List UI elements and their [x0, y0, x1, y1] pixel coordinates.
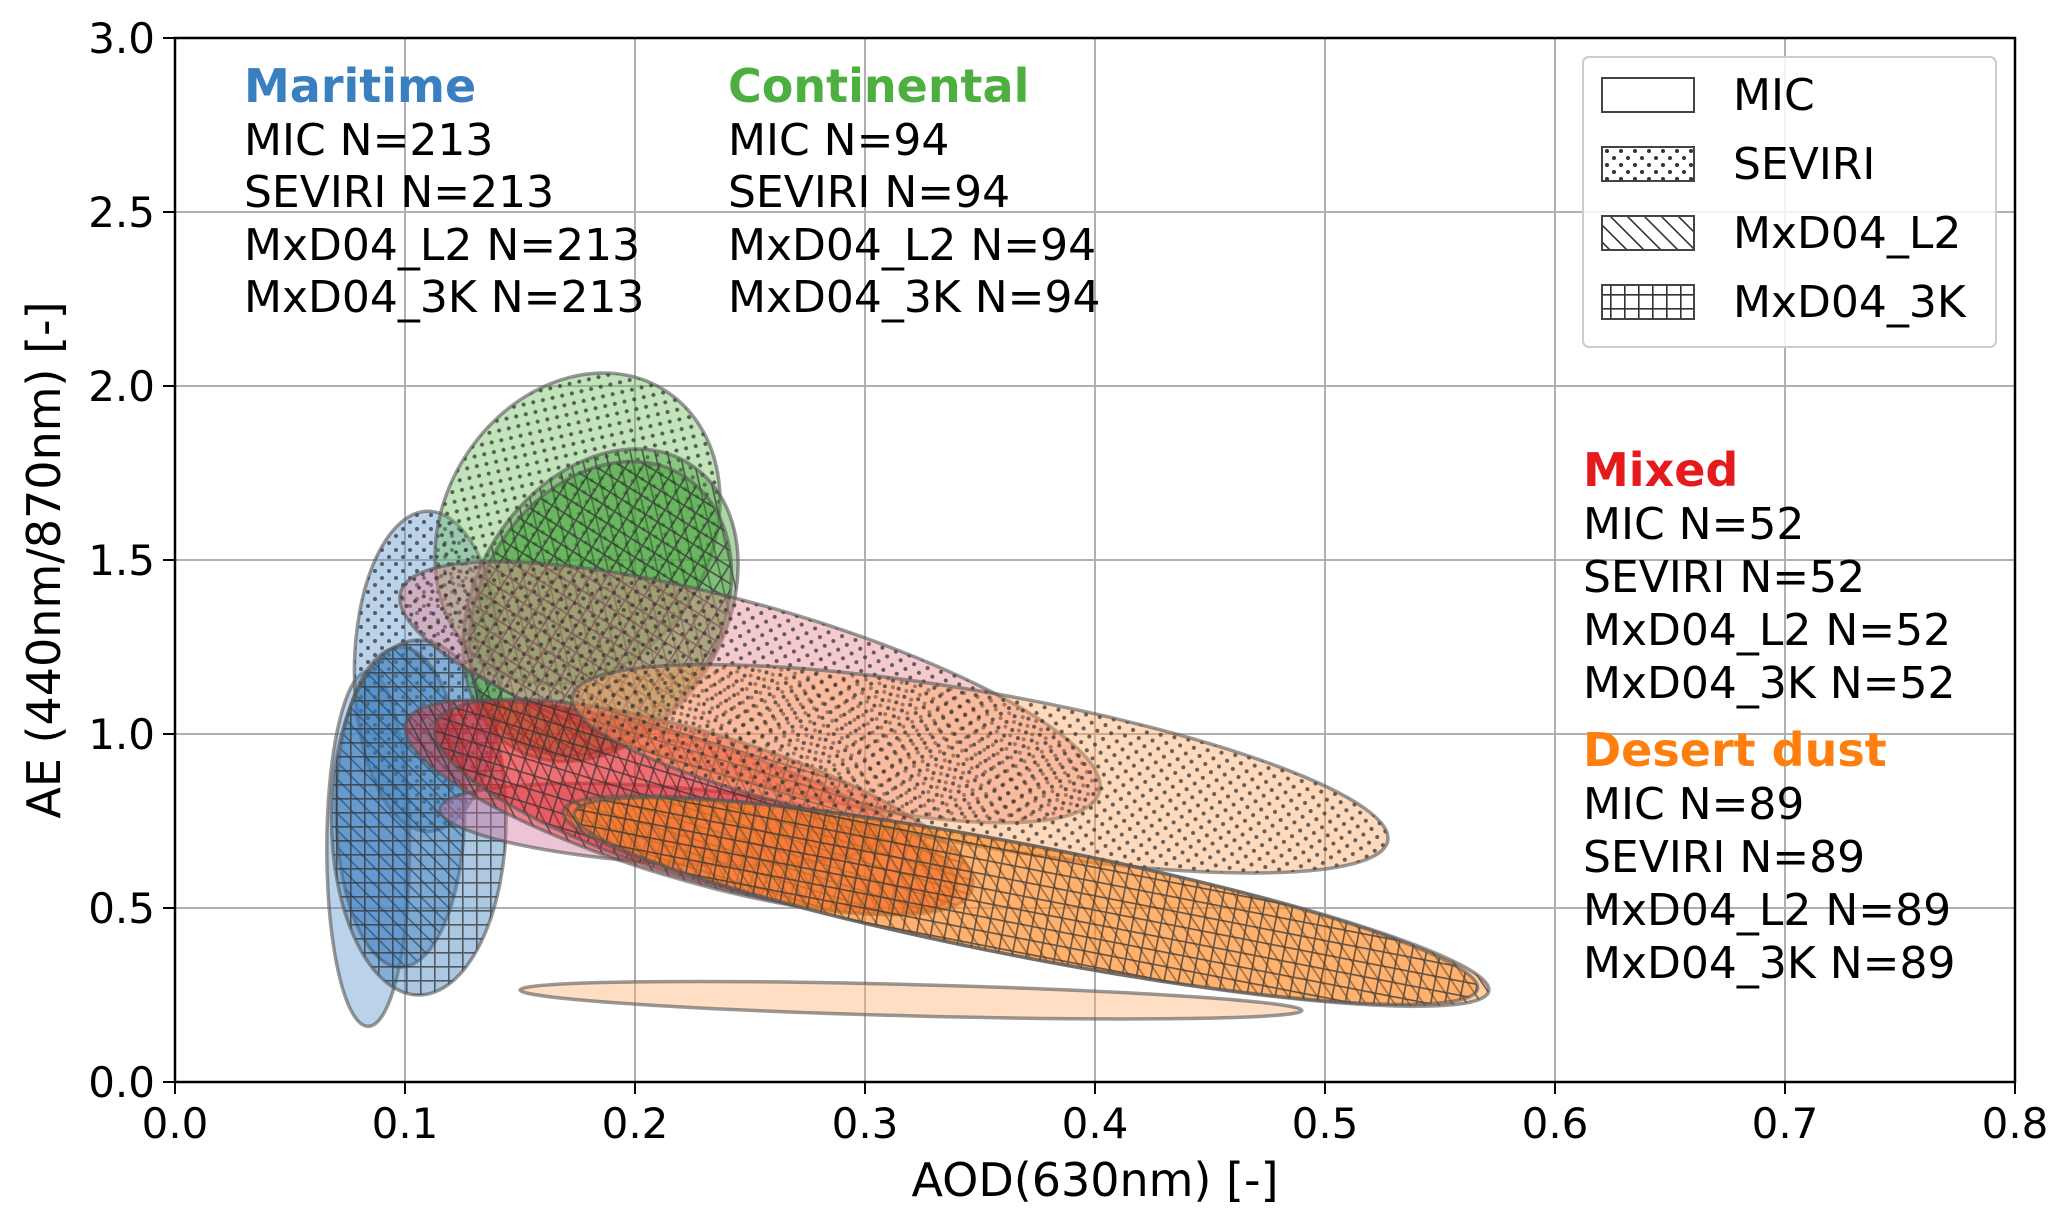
annotation-maritime-line: SEVIRI N=213	[244, 167, 554, 218]
annotation-desert-dust-line: MIC N=89	[1583, 779, 1804, 830]
legend-entry-mxd04-l2: MxD04_L2	[1601, 208, 1961, 259]
y-tick-label: 0.5	[88, 884, 155, 933]
legend-frame	[1582, 56, 1997, 348]
ellipse-hatch	[572, 664, 1388, 873]
x-tick-label: 0.0	[142, 1099, 209, 1148]
legend-swatch-mxd04-l2	[1601, 215, 1695, 251]
x-tick-label: 0.2	[602, 1099, 669, 1148]
legend-entry-mic: MIC	[1601, 70, 1815, 121]
y-tick-label: 1.0	[88, 710, 155, 759]
annotation-desert-dust-line: SEVIRI N=89	[1583, 832, 1865, 883]
ellipse-outline	[329, 638, 508, 997]
x-tick-label: 0.1	[372, 1099, 439, 1148]
x-tick-label: 0.7	[1752, 1099, 1819, 1148]
annotation-maritime-line: MxD04_3K N=213	[244, 272, 644, 323]
x-axis-label: AOD(630nm) [-]	[911, 1153, 1278, 1207]
annotation-continental-line: MxD04_3K N=94	[728, 272, 1100, 323]
y-tick-label: 1.5	[88, 536, 155, 585]
annotation-mixed-line: MxD04_L2 N=52	[1583, 605, 1951, 656]
annotation-mixed: Mixed MIC N=52 SEVIRI N=52 MxD04_L2 N=52…	[1583, 443, 1955, 709]
legend-swatch-mic	[1601, 77, 1695, 113]
y-axis-label: AE (440nm/870nm) [-]	[17, 301, 71, 818]
legend-label-mic: MIC	[1733, 70, 1815, 121]
legend: MIC SEVIRI MxD04_L2 MxD04_3K	[1582, 56, 1997, 348]
annotation-desert-dust-line: MxD04_L2 N=89	[1583, 885, 1951, 936]
ellipse-outline	[572, 795, 1480, 1007]
annotation-desert-dust-line: MxD04_3K N=89	[1583, 938, 1955, 989]
axis-ticks: 0.0 0.1 0.2 0.3 0.4 0.5 0.6 0.7 0.8 0.0 0.5 1.0 1.5 2…	[88, 14, 2048, 1148]
annotation-mixed-line: MIC N=52	[1583, 499, 1804, 550]
annotation-continental-line: MxD04_L2 N=94	[728, 220, 1096, 271]
annotation-continental: Continental MIC N=94 SEVIRI N=94 MxD04_L…	[728, 59, 1100, 323]
annotation-maritime-line: MxD04_L2 N=213	[244, 220, 640, 271]
x-tick-label: 0.8	[1982, 1099, 2049, 1148]
y-tick-label: 2.5	[88, 188, 155, 237]
annotation-desert-dust: Desert dust MIC N=89 SEVIRI N=89 MxD04_L…	[1583, 723, 1955, 989]
y-tick-label: 0.0	[88, 1058, 155, 1107]
x-tick-label: 0.3	[832, 1099, 899, 1148]
annotation-mixed-line: MxD04_3K N=52	[1583, 658, 1955, 709]
ellipse-outline	[518, 979, 1304, 1021]
ellipses	[325, 371, 1491, 1029]
y-tick-label: 3.0	[88, 14, 155, 63]
x-tick-label: 0.4	[1062, 1099, 1129, 1148]
annotation-maritime-line: MIC N=213	[244, 115, 493, 166]
annotation-continental-line: MIC N=94	[728, 115, 949, 166]
annotation-continental-line: SEVIRI N=94	[728, 167, 1010, 218]
legend-entry-seviri: SEVIRI	[1601, 139, 1875, 190]
legend-label-seviri: SEVIRI	[1733, 139, 1875, 190]
annotation-mixed-line: SEVIRI N=52	[1583, 552, 1865, 603]
x-tick-label: 0.5	[1292, 1099, 1359, 1148]
annotation-maritime: Maritime MIC N=213 SEVIRI N=213 MxD04_L2…	[244, 59, 644, 323]
legend-swatch-mxd04-3k	[1601, 284, 1695, 320]
annotation-continental-title: Continental	[728, 59, 1029, 113]
legend-swatch-seviri	[1601, 146, 1695, 182]
legend-label-mxd04-l2: MxD04_L2	[1733, 208, 1961, 259]
x-tick-label: 0.6	[1522, 1099, 1589, 1148]
annotation-mixed-title: Mixed	[1583, 443, 1738, 497]
ellipse-fill	[520, 981, 1302, 1019]
annotation-desert-dust-title: Desert dust	[1583, 723, 1887, 777]
annotation-maritime-title: Maritime	[244, 59, 476, 113]
legend-entry-mxd04-3k: MxD04_3K	[1601, 277, 1967, 328]
ellipse-desert-dust-mic	[518, 979, 1304, 1021]
ellipse-desert-dust-mxd04-3k	[572, 795, 1480, 1007]
legend-label-mxd04-3k: MxD04_3K	[1733, 277, 1967, 328]
ellipse-hatch	[574, 797, 1478, 1005]
y-tick-label: 2.0	[88, 362, 155, 411]
